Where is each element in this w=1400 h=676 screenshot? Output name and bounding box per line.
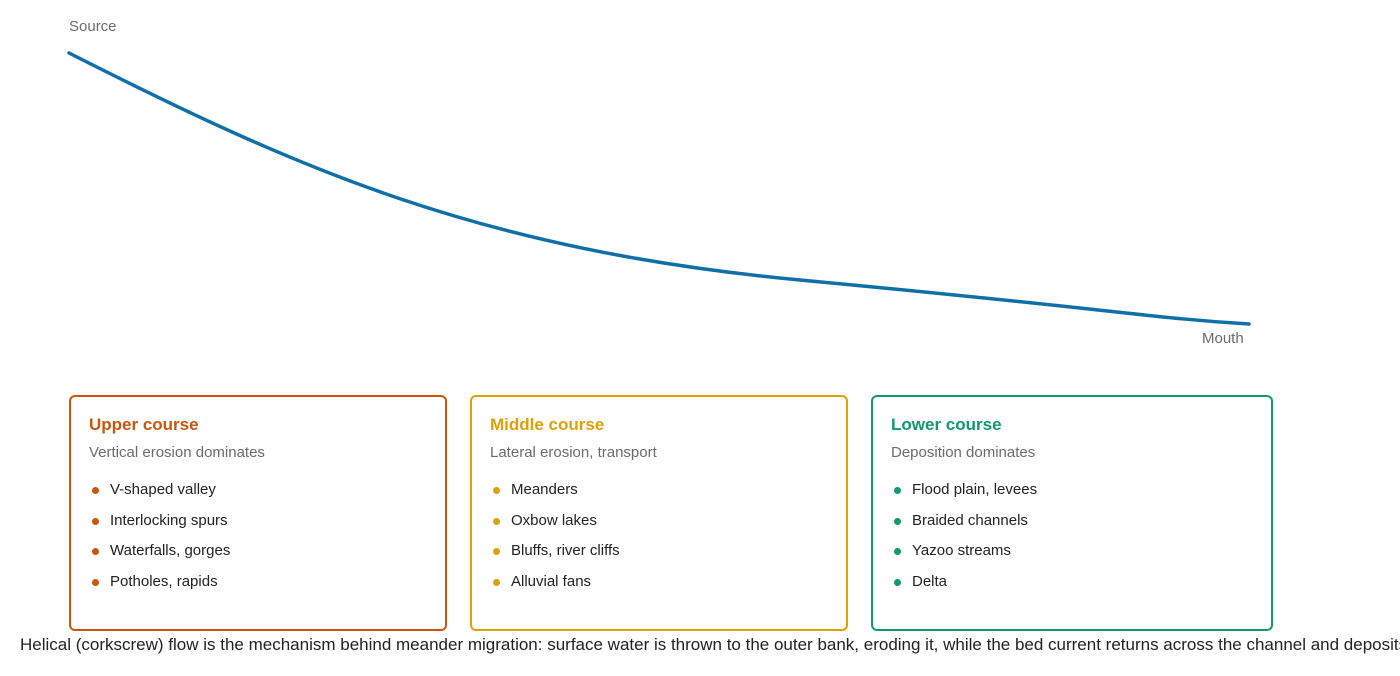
feature-item: Meanders (490, 475, 828, 506)
feature-text: Braided channels (912, 511, 1028, 529)
course-card: Upper course Vertical erosion dominates V-… (69, 395, 447, 631)
feature-text: Alluvial fans (511, 573, 592, 591)
course-card: Middle course Lateral erosion, transport M… (470, 395, 848, 631)
source-label: Source (69, 18, 117, 35)
mouth-label: Mouth (1202, 330, 1244, 347)
bullet (894, 548, 901, 556)
feature-text: Oxbow lakes (511, 511, 597, 529)
bullet (92, 517, 99, 525)
feature-list: Meanders Oxbow lakes Bluffs, river cliffs A… (490, 475, 828, 598)
feature-item: Flood plain, levees (891, 475, 1253, 506)
feature-text: Yazoo streams (912, 542, 1011, 560)
card-subtitle: Vertical erosion dominates (89, 444, 265, 461)
feature-text: Bluffs, river cliffs (511, 542, 620, 560)
feature-item: Alluvial fans (490, 567, 828, 598)
bullet (493, 579, 500, 587)
card-subtitle: Deposition dominates (891, 444, 1036, 461)
feature-item: V-shaped valley (89, 475, 427, 506)
feature-item: Potholes, rapids (89, 567, 427, 598)
feature-text: Flood plain, levees (912, 481, 1038, 498)
bullet (894, 487, 901, 494)
bullet (493, 548, 500, 556)
caption: Helical (corkscrew) flow is the mechanis… (20, 635, 1400, 654)
card-subtitle: Lateral erosion, transport (490, 444, 657, 461)
card-title: Lower course (891, 415, 1002, 434)
feature-item: Delta (891, 567, 1253, 598)
bullet (493, 487, 500, 494)
river-profile (67, 51, 1251, 326)
feature-text: Potholes, rapids (110, 573, 218, 591)
feature-item: Interlocking spurs (89, 506, 427, 537)
bullet (92, 487, 99, 494)
feature-text: Interlocking spurs (110, 511, 228, 529)
card-title: Upper course (89, 415, 199, 434)
feature-item: Waterfalls, gorges (89, 536, 427, 567)
feature-list: Flood plain, levees Braided channels Yazoo… (891, 475, 1253, 598)
feature-item: Bluffs, river cliffs (490, 536, 828, 567)
feature-list: V-shaped valley Interlocking spurs Waterfa… (89, 475, 427, 598)
card-title: Middle course (490, 415, 605, 434)
bullet (894, 579, 901, 587)
feature-text: V-shaped valley (110, 481, 216, 498)
feature-text: Meanders (511, 481, 578, 498)
feature-item: Braided channels (891, 506, 1253, 537)
feature-text: Waterfalls, gorges (110, 542, 231, 560)
feature-item: Oxbow lakes (490, 506, 828, 537)
bullet (493, 517, 500, 525)
bullet (92, 548, 99, 556)
feature-item: Yazoo streams (891, 536, 1253, 567)
profile (67, 51, 1251, 326)
bullet (92, 579, 99, 587)
feature-text: Delta (912, 573, 948, 591)
bullet (894, 517, 901, 525)
course-card: Lower course Deposition dominates Flood pl… (871, 395, 1273, 631)
